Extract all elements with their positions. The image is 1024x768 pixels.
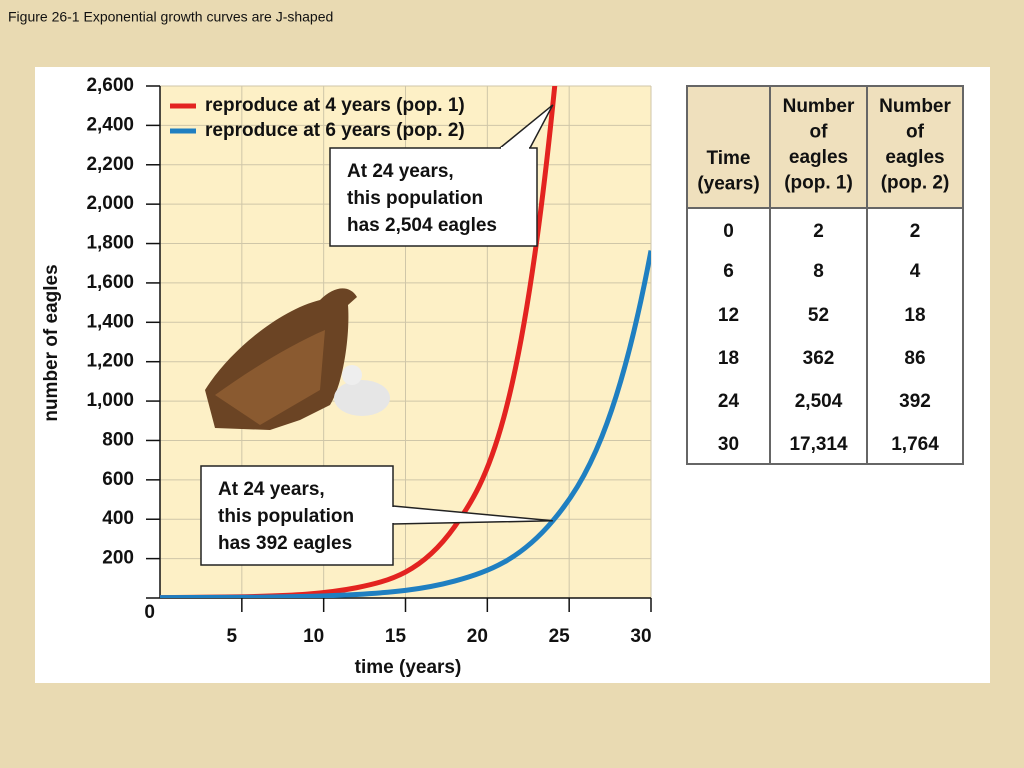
table-header: (years) <box>697 174 759 195</box>
x-axis-label: time (years) <box>355 657 462 678</box>
annotation-line: this population <box>218 506 354 527</box>
table-cell: 18 <box>904 305 925 326</box>
table-cell: 24 <box>718 391 740 412</box>
y-tick-label: 2,200 <box>86 154 134 175</box>
page-title: Figure 26-1 Exponential growth curves ar… <box>8 9 333 25</box>
annotation-line: this population <box>347 188 483 209</box>
y-tick-label: 1,200 <box>86 351 134 372</box>
series-line <box>160 86 558 598</box>
y-axis-label: number of eagles <box>41 264 62 421</box>
legend-label: reproduce at 4 years (pop. 1) <box>205 95 465 116</box>
table-header: Number <box>879 96 951 117</box>
y-tick-label: 400 <box>102 508 134 529</box>
y-tick-label: 200 <box>102 548 134 569</box>
table-cell: 1,764 <box>891 434 939 455</box>
x-tick-label: 25 <box>549 626 571 647</box>
table-header: Time <box>706 148 750 169</box>
table-header: Number <box>783 96 855 117</box>
callout-box <box>329 147 538 247</box>
y-tick-label: 2,600 <box>86 75 134 96</box>
eagle-illustration <box>205 288 390 430</box>
table-cell: 86 <box>904 348 925 369</box>
table-cell: 6 <box>723 261 734 282</box>
table-cell: 18 <box>718 348 739 369</box>
y-tick-label: 2,000 <box>86 193 134 214</box>
y-tick-label: 1,400 <box>86 311 134 332</box>
series-line <box>160 250 651 598</box>
y-tick-label: 2,400 <box>86 114 134 135</box>
y-tick-label: 800 <box>102 429 134 450</box>
table-cell: 2,504 <box>795 391 843 412</box>
annotation-line: At 24 years, <box>218 479 325 500</box>
x-tick-label: 5 <box>227 626 238 647</box>
y-tick-label: 600 <box>102 469 134 490</box>
table-header: (pop. 1) <box>784 173 853 194</box>
table-cell: 17,314 <box>789 434 848 455</box>
table-cell: 0 <box>723 221 734 242</box>
table-header: eagles <box>789 147 848 168</box>
legend-label: reproduce at 6 years (pop. 2) <box>205 120 465 141</box>
x-tick-label: 10 <box>303 626 324 647</box>
table-header-bg <box>687 86 963 208</box>
callout-box <box>200 465 394 566</box>
table-cell: 362 <box>803 348 835 369</box>
table-border <box>686 85 964 465</box>
table-cell: 30 <box>718 434 739 455</box>
table-cell: 8 <box>813 261 824 282</box>
table-header: of <box>810 122 829 143</box>
x-tick-label: 20 <box>467 626 488 647</box>
table-header: eagles <box>885 147 944 168</box>
annotation-line: At 24 years, <box>347 161 454 182</box>
y-tick-label: 1,800 <box>86 233 134 254</box>
y-tick-label: 0 <box>144 602 155 623</box>
table-cell: 4 <box>910 261 921 282</box>
y-tick-label: 1,000 <box>86 390 134 411</box>
table-header: (pop. 2) <box>881 173 950 194</box>
annotation-line: has 392 eagles <box>218 533 352 554</box>
table-header: of <box>906 122 925 143</box>
table-cell: 2 <box>813 221 824 242</box>
table-cell: 392 <box>899 391 931 412</box>
table-cell: 52 <box>808 305 829 326</box>
annotation-line: has 2,504 eagles <box>347 215 497 236</box>
x-tick-label: 15 <box>385 626 407 647</box>
x-tick-label: 30 <box>630 626 651 647</box>
y-tick-label: 1,600 <box>86 272 134 293</box>
table-cell: 12 <box>718 305 739 326</box>
table-cell: 2 <box>910 221 921 242</box>
